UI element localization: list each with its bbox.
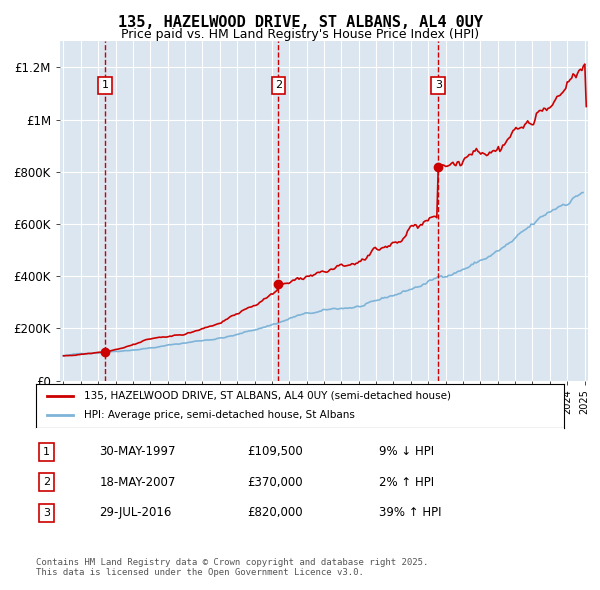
Text: £370,000: £370,000 xyxy=(247,476,303,489)
Text: 1: 1 xyxy=(43,447,50,457)
Text: 135, HAZELWOOD DRIVE, ST ALBANS, AL4 0UY (semi-detached house): 135, HAZELWOOD DRIVE, ST ALBANS, AL4 0UY… xyxy=(83,391,451,401)
Text: HPI: Average price, semi-detached house, St Albans: HPI: Average price, semi-detached house,… xyxy=(83,411,355,420)
Text: 9% ↓ HPI: 9% ↓ HPI xyxy=(379,445,434,458)
Text: 3: 3 xyxy=(435,80,442,90)
Text: 2: 2 xyxy=(275,80,282,90)
Text: 39% ↑ HPI: 39% ↑ HPI xyxy=(379,506,442,519)
Text: 1: 1 xyxy=(102,80,109,90)
Text: 29-JUL-2016: 29-JUL-2016 xyxy=(100,506,172,519)
Text: 18-MAY-2007: 18-MAY-2007 xyxy=(100,476,176,489)
Text: Price paid vs. HM Land Registry's House Price Index (HPI): Price paid vs. HM Land Registry's House … xyxy=(121,28,479,41)
Text: 135, HAZELWOOD DRIVE, ST ALBANS, AL4 0UY: 135, HAZELWOOD DRIVE, ST ALBANS, AL4 0UY xyxy=(118,15,482,30)
Text: £820,000: £820,000 xyxy=(247,506,303,519)
Text: 2: 2 xyxy=(43,477,50,487)
Text: 3: 3 xyxy=(43,508,50,518)
Text: £109,500: £109,500 xyxy=(247,445,303,458)
Text: 30-MAY-1997: 30-MAY-1997 xyxy=(100,445,176,458)
Text: 2% ↑ HPI: 2% ↑ HPI xyxy=(379,476,434,489)
Text: Contains HM Land Registry data © Crown copyright and database right 2025.
This d: Contains HM Land Registry data © Crown c… xyxy=(36,558,428,577)
